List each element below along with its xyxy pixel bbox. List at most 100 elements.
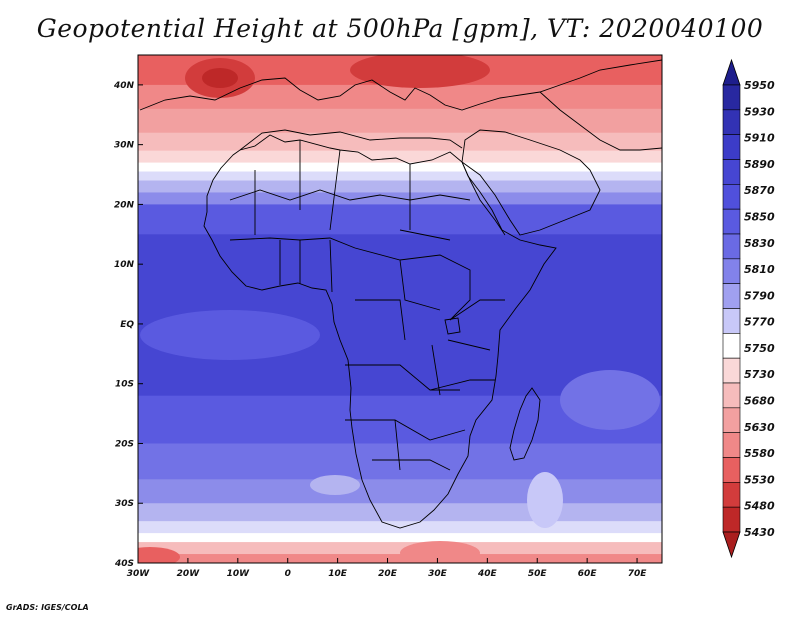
colorbar-min-arrow <box>722 531 741 559</box>
central-borders <box>354 247 471 341</box>
plot-title: Geopotential Height at 500hPa [gpm], VT:… <box>36 14 764 43</box>
east-africa-borders <box>429 299 505 391</box>
northwest-borders <box>254 140 451 241</box>
colorbar-swatch <box>722 109 741 135</box>
lat-label: 10N <box>114 260 135 270</box>
lon-label: 50E <box>528 569 548 579</box>
red-sea-coast <box>461 161 506 236</box>
colorbar-label: 5950 <box>744 79 775 92</box>
country-boundaries <box>139 59 662 529</box>
map-frame <box>137 54 663 564</box>
field-band-17 <box>138 542 662 555</box>
colorbar-swatch <box>722 482 741 508</box>
africa-coastline <box>203 134 557 529</box>
lat-label: 30N <box>114 141 135 151</box>
latitude-axis: 40N 30N 20N 10N EQ 10S 20S 30S 40S <box>113 81 143 569</box>
colorbar-swatch <box>722 333 741 359</box>
low-core-west <box>202 68 238 88</box>
lon-label: 10E <box>328 569 348 579</box>
southern-borders <box>345 364 466 471</box>
lat-label: 40S <box>114 559 134 569</box>
field-band-12 <box>138 443 662 480</box>
colorbar: 5950 5930 5910 5890 5870 5850 5830 5810 5790 5770… <box>722 58 775 559</box>
colorbar-swatch <box>722 258 741 284</box>
colorbar-swatch <box>722 308 741 334</box>
colorbar-label: 5810 <box>744 263 775 276</box>
south-atlantic-ridge <box>310 475 360 495</box>
colorbar-label: 5850 <box>744 210 775 223</box>
lake-tanganyika <box>431 344 441 396</box>
field-band-13 <box>138 479 662 504</box>
colorbar-swatch <box>722 84 741 111</box>
colorbar-label: 5430 <box>744 526 775 539</box>
low-south-west <box>138 547 180 563</box>
mediterranean-south-coast <box>239 129 463 151</box>
field-band-5 <box>138 162 662 173</box>
colorbar-label: 5730 <box>744 368 775 381</box>
colorbar-label: 5910 <box>744 132 775 145</box>
colorbar-swatch <box>722 357 741 384</box>
colorbar-label: 5770 <box>744 316 775 329</box>
arabian-peninsula <box>461 129 601 236</box>
field-band-4 <box>138 150 662 164</box>
lat-label: 20S <box>115 439 134 449</box>
iran-region <box>539 91 662 151</box>
lat-label: EQ <box>120 320 134 330</box>
lon-label: 10W <box>227 569 251 579</box>
colorbar-max-arrow <box>722 58 741 86</box>
field-band-6 <box>138 171 662 182</box>
colorbar-swatch <box>722 208 741 235</box>
grads-credit: GrADS: IGES/COLA <box>6 603 89 612</box>
field-band-16 <box>138 533 662 543</box>
colorbar-label: 5930 <box>744 105 775 118</box>
colorbar-swatch <box>722 184 741 210</box>
colorbar-swatch <box>722 283 741 309</box>
low-center-east <box>350 55 490 88</box>
lat-label: 30S <box>115 499 134 509</box>
europe-coast <box>139 59 662 111</box>
indian-ocean-band <box>560 370 660 430</box>
colorbar-label: 5790 <box>744 289 775 302</box>
west-africa-borders <box>229 237 356 293</box>
lon-label: 20E <box>378 569 398 579</box>
colorbar-swatch <box>722 457 741 483</box>
lat-label: 20N <box>114 200 135 210</box>
lon-label: 30E <box>428 569 448 579</box>
lon-label: 0 <box>285 569 291 579</box>
lon-label: 60E <box>578 569 598 579</box>
colorbar-label: 5750 <box>744 342 775 355</box>
colorbar-label: 5530 <box>744 473 775 486</box>
lat-label: 40N <box>113 81 135 91</box>
colorbar-swatch <box>722 407 741 433</box>
field-band-2 <box>138 108 662 134</box>
colorbar-swatch <box>722 382 741 409</box>
lon-label: 20W <box>177 569 201 579</box>
colorbar-label: 5630 <box>744 421 775 434</box>
field-band-15 <box>138 521 662 534</box>
longitude-axis: 30W 20W 10W 0 10E 20E 30E 40E 50E 60E 70E <box>127 558 647 579</box>
colorbar-label: 5830 <box>744 237 775 250</box>
field-band-7 <box>138 180 662 193</box>
lat-label: 10S <box>115 380 134 390</box>
colorbar-swatch <box>722 432 741 458</box>
madagascar <box>509 387 541 461</box>
colorbar-swatch <box>722 233 741 260</box>
field-features <box>138 55 660 563</box>
low-south-center <box>400 541 480 563</box>
height-field <box>138 55 662 563</box>
colorbar-label: 5680 <box>744 395 775 408</box>
lon-label: 70E <box>628 569 648 579</box>
lake-victoria <box>444 317 461 335</box>
colorbar-swatch <box>722 134 741 160</box>
colorbar-swatch <box>722 506 741 533</box>
field-band-3 <box>138 132 662 152</box>
colorbar-label: 5870 <box>744 184 775 197</box>
field-band-18 <box>138 554 662 563</box>
colorbar-label: 5580 <box>744 447 775 460</box>
colorbar-label: 5480 <box>744 500 775 513</box>
field-band-14 <box>138 503 662 522</box>
lon-label: 40E <box>477 569 498 579</box>
colorbar-swatch <box>722 159 741 185</box>
indian-ocean-ridge <box>527 472 563 528</box>
